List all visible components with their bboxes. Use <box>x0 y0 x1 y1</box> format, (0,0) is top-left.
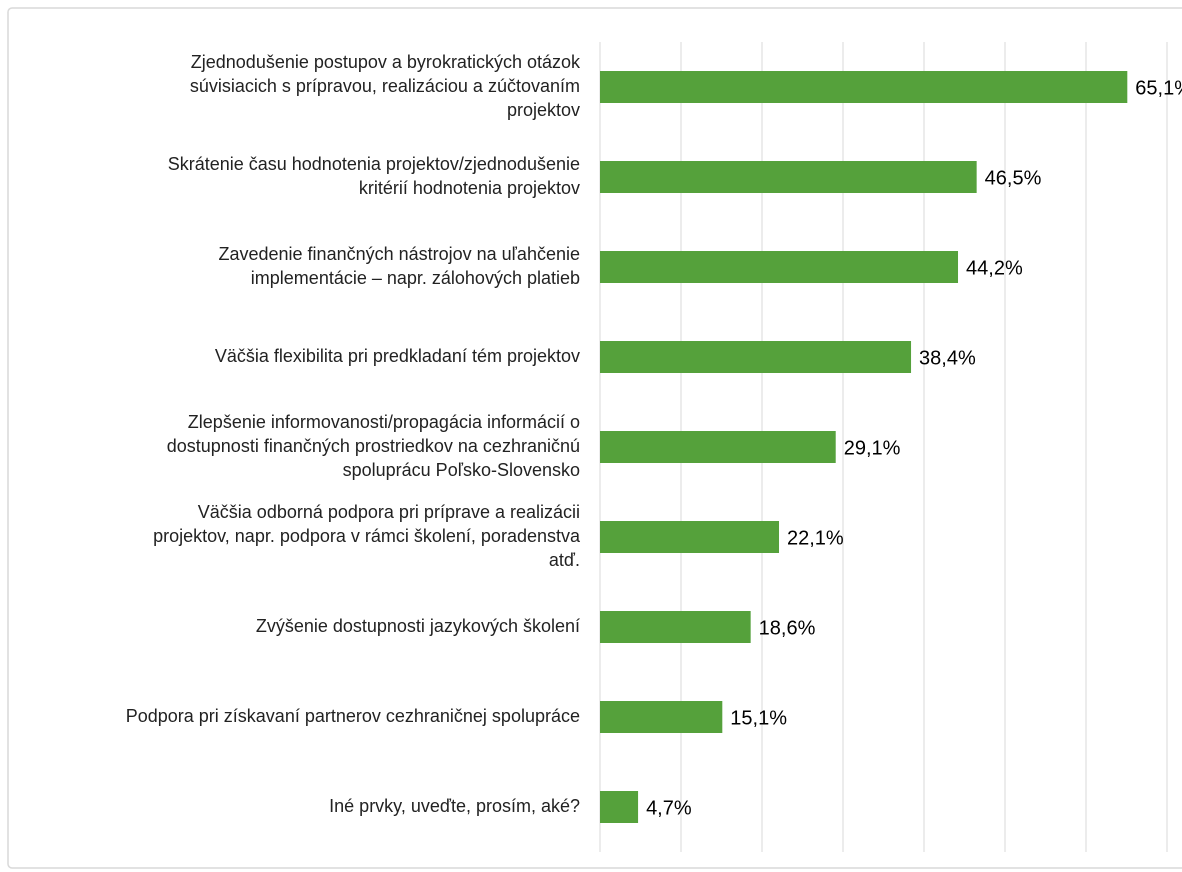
bar <box>600 701 723 733</box>
bar <box>600 71 1128 103</box>
category-label: Zvýšenie dostupnosti jazykových školení <box>256 616 580 636</box>
bar <box>600 521 780 553</box>
category-label: Iné prvky, uveďte, prosím, aké? <box>329 796 580 816</box>
category-label: Zlepšenie informovanosti/propagácia info… <box>167 412 580 480</box>
bar <box>600 431 836 463</box>
value-label: 22,1% <box>787 527 844 549</box>
bar <box>600 341 912 373</box>
bar <box>600 251 959 283</box>
value-label: 18,6% <box>759 617 816 639</box>
category-label: Zavedenie finančných nástrojov na uľahče… <box>219 244 581 288</box>
value-label: 38,4% <box>919 347 976 369</box>
bar <box>600 611 751 643</box>
value-label: 65,1% <box>1135 77 1182 99</box>
value-label: 44,2% <box>966 257 1023 279</box>
value-label: 46,5% <box>985 167 1042 189</box>
category-label: Väčšia flexibilita pri predkladaní tém p… <box>215 346 580 366</box>
bar <box>600 791 639 823</box>
category-label: Väčšia odborná podpora pri príprave a re… <box>153 502 581 570</box>
value-label: 15,1% <box>730 707 787 729</box>
value-label: 4,7% <box>646 797 692 819</box>
chart-frame <box>7 7 1182 869</box>
category-label: Zjednodušenie postupov a byrokratických … <box>190 52 581 120</box>
category-label: Skrátenie času hodnotenia projektov/zjed… <box>168 154 580 198</box>
category-label: Podpora pri získavaní partnerov cezhrani… <box>126 706 580 726</box>
value-label: 29,1% <box>844 437 901 459</box>
bar <box>600 161 977 193</box>
